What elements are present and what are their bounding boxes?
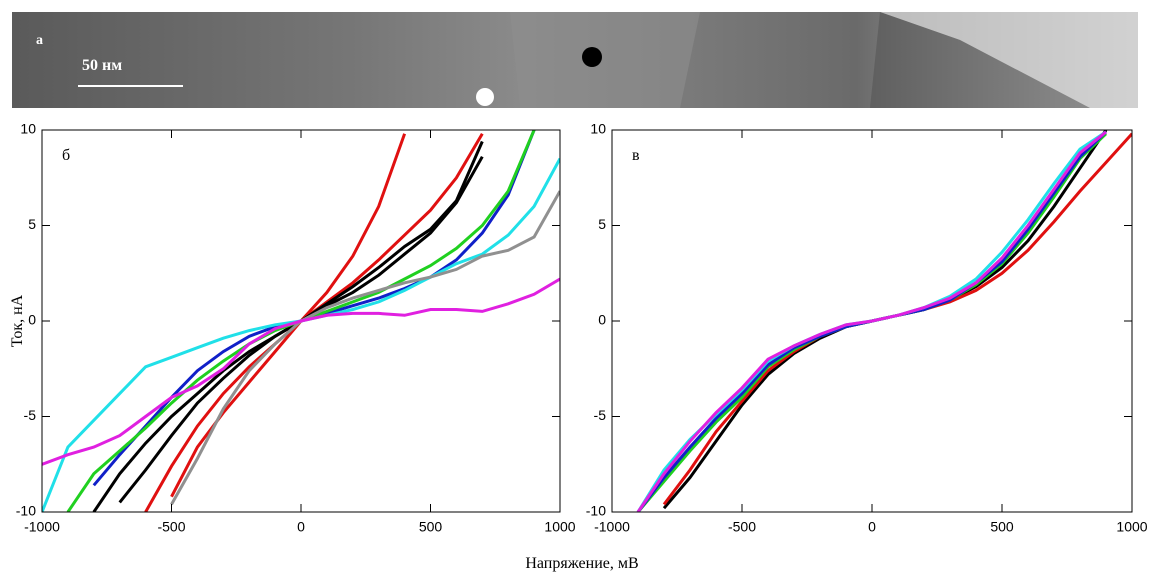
x-tick-label: 500	[419, 519, 443, 535]
data-line	[662, 132, 1132, 506]
y-axis-label: Ток, нА	[9, 294, 26, 347]
data-line	[42, 277, 560, 466]
panel-label: в	[632, 147, 640, 164]
x-tick-label: 1000	[544, 519, 575, 535]
y-tick-label: 10	[590, 121, 606, 137]
data-line	[636, 130, 1107, 512]
data-line	[636, 132, 1108, 512]
y-tick-label: 10	[20, 121, 36, 137]
data-line	[170, 190, 560, 506]
panel-label: б	[62, 147, 70, 164]
x-tick-label: -1000	[594, 519, 630, 535]
panel-label: а	[36, 33, 43, 48]
y-tick-label: 0	[598, 312, 606, 328]
stm-image: а 50 нм	[12, 12, 1138, 108]
x-tick-label: -500	[157, 519, 185, 535]
y-tick-label: -10	[16, 503, 36, 519]
plot-lines	[636, 130, 1132, 512]
y-tick-label: 5	[598, 216, 606, 232]
data-line	[170, 133, 407, 498]
x-tick-label: 0	[868, 519, 876, 535]
x-tick-label: 500	[990, 519, 1014, 535]
y-tick-label: -5	[24, 407, 37, 423]
data-line	[118, 155, 484, 504]
y-tick-label: -5	[594, 407, 607, 423]
x-tick-label: 0	[297, 519, 305, 535]
x-tick-label: -1000	[24, 519, 60, 535]
data-line	[144, 133, 484, 512]
y-tick-label: -10	[586, 503, 606, 519]
plot-lines	[42, 130, 560, 512]
x-tick-label: -500	[728, 519, 756, 535]
scale-bar-label: 50 нм	[82, 57, 122, 74]
y-tick-label: 5	[28, 216, 36, 232]
x-tick-label: 1000	[1116, 519, 1147, 535]
x-axis-label: Напряжение, мВ	[525, 555, 638, 572]
y-tick-label: 0	[28, 312, 36, 328]
data-line	[42, 157, 560, 512]
